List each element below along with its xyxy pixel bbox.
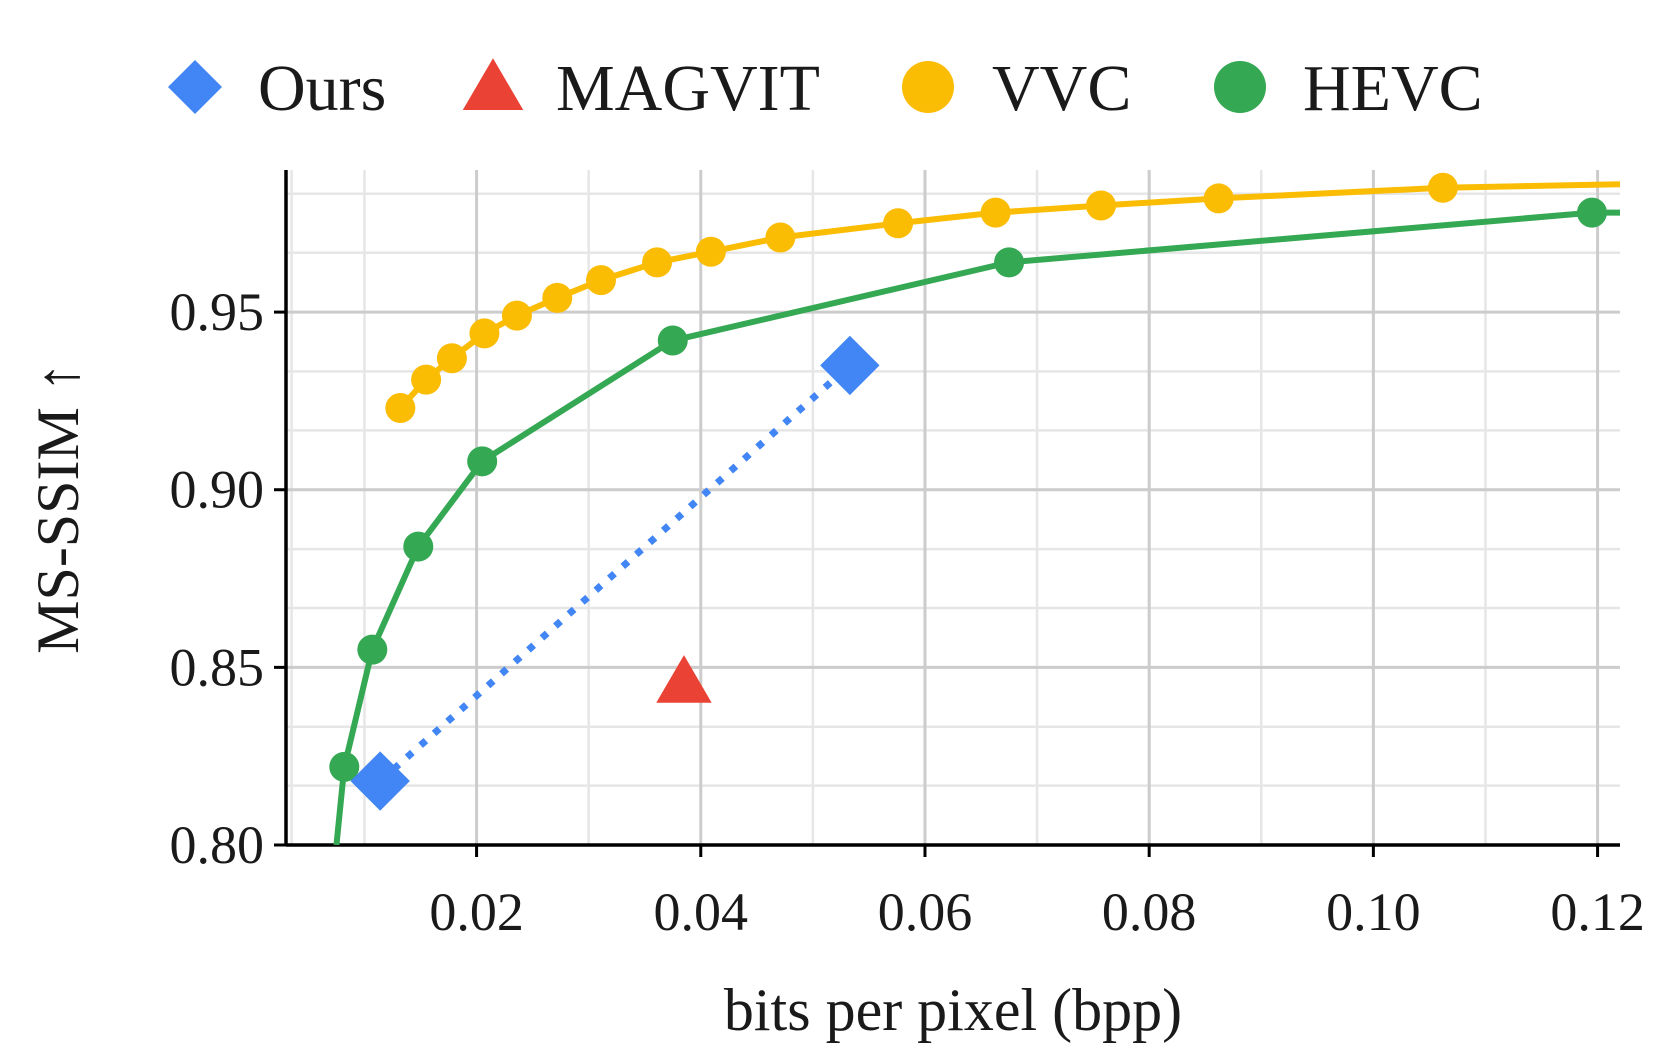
markers-ours (350, 335, 880, 811)
x-tick-label: 0.10 (1326, 882, 1421, 942)
data-point-hevc (467, 446, 498, 477)
legend-label-magvit: MAGVIT (556, 52, 820, 125)
axes (284, 170, 1620, 847)
data-point-vvc (883, 208, 914, 239)
y-tick-label: 0.95 (170, 282, 265, 342)
data-point-hevc (329, 751, 360, 782)
series-line-ours (377, 362, 853, 784)
legend-label-vvc: VVC (992, 52, 1131, 125)
data-point-vvc (1427, 172, 1458, 203)
markers-vvc (385, 172, 1458, 424)
data-series (329, 172, 1620, 845)
x-tick-label: 0.06 (878, 882, 973, 942)
grid (286, 170, 1620, 845)
legend: Ours MAGVIT VVC HEVC (168, 52, 1483, 125)
data-point-vvc (1085, 190, 1116, 221)
data-point-vvc (469, 318, 500, 349)
legend-marker-vvc (902, 61, 954, 113)
markers-hevc (329, 197, 1607, 782)
data-point-vvc (542, 282, 573, 313)
legend-marker-hevc (1214, 61, 1266, 113)
data-point-ours (820, 335, 880, 396)
data-point-vvc (642, 247, 673, 278)
data-point-hevc (357, 634, 388, 665)
x-tick-label: 0.02 (429, 882, 524, 942)
data-point-vvc (411, 364, 442, 395)
data-point-vvc (586, 265, 617, 296)
legend-label-ours: Ours (258, 52, 386, 125)
data-point-vvc (980, 197, 1011, 228)
y-axis-title: MS-SSIM ↑ (25, 362, 91, 654)
series-ours (377, 362, 853, 784)
legend-marker-magvit (462, 58, 524, 111)
data-point-vvc (765, 222, 796, 253)
x-tick-label: 0.08 (1102, 882, 1197, 942)
data-point-hevc (994, 247, 1025, 278)
tick-labels: 0.02 0.04 0.06 0.08 0.10 0.12 0.80 0.85 0.90 0.95 (170, 282, 1645, 942)
series-line-vvc (398, 181, 1620, 411)
data-point-hevc (657, 325, 688, 356)
data-point-vvc (695, 236, 726, 267)
data-point-ours (350, 751, 410, 811)
legend-marker-ours (168, 60, 222, 114)
series-vvc (398, 181, 1620, 411)
y-tick-label: 0.80 (170, 815, 265, 875)
x-tick-label: 0.04 (654, 882, 749, 942)
data-point-magvit (656, 655, 712, 703)
data-point-vvc (501, 300, 532, 331)
legend-label-hevc: HEVC (1303, 52, 1483, 125)
data-point-hevc (1576, 197, 1607, 228)
y-tick-label: 0.85 (170, 637, 265, 697)
y-tick-label: 0.90 (170, 460, 265, 520)
markers-magvit (656, 655, 712, 703)
data-point-vvc (436, 343, 467, 374)
x-tick-label: 0.12 (1550, 882, 1645, 942)
data-point-vvc (385, 393, 416, 424)
data-point-vvc (1203, 183, 1234, 214)
data-point-hevc (403, 531, 434, 562)
x-axis-title: bits per pixel (bpp) (724, 977, 1182, 1043)
